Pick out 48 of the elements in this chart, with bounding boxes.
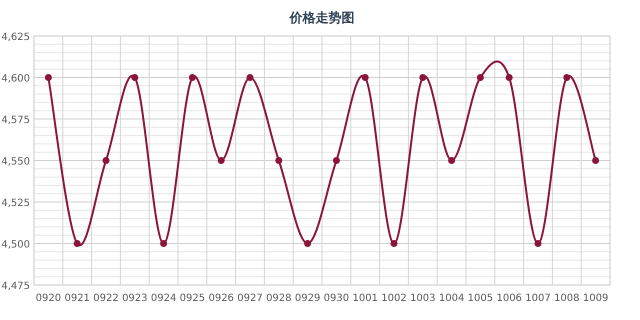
point <box>476 74 484 81</box>
x-tick-label: 0928 <box>266 293 292 304</box>
y-tick-label: 4,525 <box>1 198 30 209</box>
chart-title: 价格走势图 <box>288 10 354 26</box>
point <box>44 74 52 81</box>
point <box>390 240 398 247</box>
y-tick-label: 4,625 <box>1 32 30 43</box>
point <box>563 74 570 81</box>
point <box>188 74 196 81</box>
point <box>419 74 426 81</box>
point <box>131 74 138 81</box>
x-tick-label: 0921 <box>64 293 90 304</box>
point <box>448 157 456 164</box>
x-tick-label: 1002 <box>381 293 407 304</box>
point <box>506 74 513 81</box>
point <box>304 240 312 247</box>
x-tick-label: 1006 <box>496 293 522 304</box>
x-tick-label: 1001 <box>352 293 378 304</box>
point <box>74 240 81 247</box>
point <box>160 240 168 247</box>
point <box>246 74 254 81</box>
point <box>275 157 282 164</box>
y-tick-label: 4,600 <box>1 74 30 84</box>
x-tick-label: 0922 <box>93 293 119 304</box>
x-tick-label: 1009 <box>582 293 608 304</box>
x-tick-label: 0926 <box>208 293 234 304</box>
point <box>362 74 369 81</box>
x-tick-label: 1003 <box>410 293 436 304</box>
y-tick-label: 4,475 <box>1 281 30 292</box>
x-tick-label: 1008 <box>554 293 580 304</box>
x-tick-label: 0925 <box>180 293 206 304</box>
x-tick-label: 0927 <box>237 293 263 304</box>
point <box>218 157 225 164</box>
x-tick-label: 1004 <box>438 293 464 304</box>
point <box>102 157 110 164</box>
x-tick-label: 1007 <box>525 293 551 304</box>
point <box>332 157 340 164</box>
x-tick-label: 1005 <box>468 293 494 304</box>
point <box>534 240 542 247</box>
x-tick-label: 0924 <box>150 293 176 304</box>
x-tick-label: 0923 <box>122 293 148 304</box>
x-tick-label: 0920 <box>36 293 62 304</box>
x-tick-label: 0930 <box>324 293 350 304</box>
y-tick-label: 4,575 <box>1 115 30 126</box>
y-tick-label: 4,500 <box>1 240 30 250</box>
point <box>592 157 600 164</box>
y-tick-label: 4,550 <box>1 156 30 168</box>
x-tick-label: 0929 <box>294 293 320 304</box>
